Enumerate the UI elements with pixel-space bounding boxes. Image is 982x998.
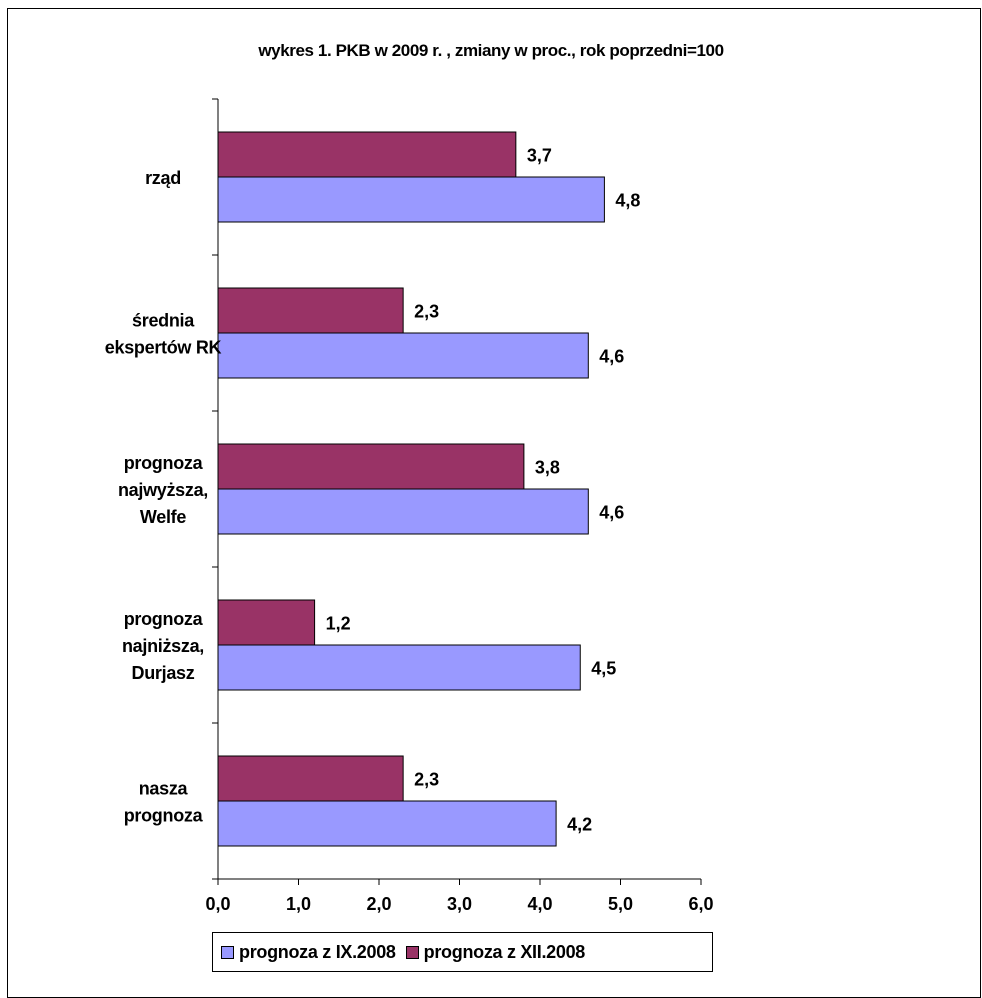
x-tick-label-0: 0,0 (205, 894, 230, 914)
bar-ix-0 (217, 176, 605, 223)
data-label-xii-4: 2,3 (414, 770, 439, 790)
data-label-xii-3: 1,2 (326, 614, 351, 634)
category-label-3-1: najniższa, (122, 636, 204, 656)
legend-item-xii: prognoza z XII.2008 (405, 941, 586, 963)
category-label-1-1: ekspertów RK (105, 338, 222, 358)
x-tick-label-3: 3,0 (447, 894, 472, 914)
data-label-ix-2: 4,6 (599, 503, 624, 523)
category-label-2-0: prognoza (124, 453, 204, 473)
category-label-2-2: Welfe (140, 507, 186, 527)
legend: prognoza z IX.2008 prognoza z XII.2008 (212, 932, 713, 972)
bar-ix-4 (217, 800, 557, 847)
category-label-0-0: rząd (145, 168, 181, 188)
bar-xii-0 (217, 131, 517, 178)
legend-swatch-xii (405, 945, 419, 959)
bar-xii-2 (217, 443, 525, 490)
legend-label-xii: prognoza z XII.2008 (423, 941, 586, 962)
x-tick-label-1: 1,0 (286, 894, 311, 914)
data-label-ix-0: 4,8 (615, 191, 640, 211)
category-label-2-1: najwyższa, (118, 480, 208, 500)
x-tick-label-4: 4,0 (527, 894, 552, 914)
category-label-4-0: nasza (139, 779, 189, 799)
x-tick-label-5: 5,0 (608, 894, 633, 914)
data-label-xii-2: 3,8 (535, 458, 560, 478)
legend-label-ix: prognoza z IX.2008 (239, 941, 396, 962)
bar-xii-3 (217, 599, 316, 646)
category-label-3-2: Durjasz (132, 663, 195, 683)
category-label-3-0: prognoza (124, 609, 204, 629)
chart-title: wykres 1. PKB w 2009 r. , zmiany w proc.… (258, 41, 724, 60)
x-tick-label-2: 2,0 (366, 894, 391, 914)
data-label-ix-1: 4,6 (599, 347, 624, 367)
category-label-1-0: średnia (132, 311, 195, 331)
legend-item-ix: prognoza z IX.2008 (221, 942, 396, 963)
data-label-xii-0: 3,7 (527, 146, 552, 166)
legend-swatch-ix (221, 945, 234, 959)
bar-xii-1 (217, 287, 404, 334)
bar-xii-4 (217, 755, 404, 802)
data-label-ix-4: 4,2 (567, 815, 592, 835)
bar-ix-3 (217, 644, 581, 691)
data-label-xii-1: 2,3 (414, 302, 439, 322)
category-label-4-1: prognoza (124, 806, 204, 826)
bar-ix-1 (217, 332, 589, 379)
data-label-ix-3: 4,5 (591, 659, 616, 679)
bar-ix-2 (217, 488, 589, 535)
x-tick-label-6: 6,0 (688, 894, 713, 914)
